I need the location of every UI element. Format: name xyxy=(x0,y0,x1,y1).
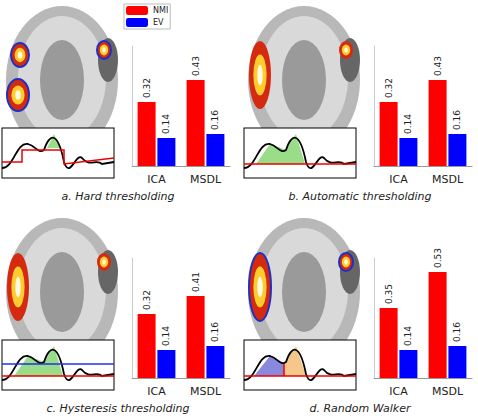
svg-text:ICA: ICA xyxy=(147,385,166,398)
svg-text:0.16: 0.16 xyxy=(210,110,220,130)
html-text:b. Automatic thresholding: b. Automatic thresholding xyxy=(288,190,432,203)
svg-text:0.43: 0.43 xyxy=(191,56,201,76)
svg-text:0.53: 0.53 xyxy=(433,248,443,268)
svg-text:0.32: 0.32 xyxy=(142,78,152,98)
svg-text:0.43: 0.43 xyxy=(433,56,443,76)
svg-text:0.16: 0.16 xyxy=(210,322,220,342)
svg-text:EV: EV xyxy=(153,18,164,27)
svg-text:0.32: 0.32 xyxy=(384,78,394,98)
svg-text:0.32: 0.32 xyxy=(142,290,152,310)
svg-text:0.14: 0.14 xyxy=(161,114,171,134)
svg-text:0.41: 0.41 xyxy=(191,272,201,292)
html-text:a. Hard thresholding: a. Hard thresholding xyxy=(61,190,175,203)
svg-text:0.16: 0.16 xyxy=(452,110,462,130)
html-text:d. Random Walker: d. Random Walker xyxy=(309,402,411,415)
svg-text:0.14: 0.14 xyxy=(403,114,413,134)
svg-text:MSDL: MSDL xyxy=(432,385,464,398)
svg-text:ICA: ICA xyxy=(147,173,166,186)
svg-text:ICA: ICA xyxy=(389,385,408,398)
svg-text:MSDL: MSDL xyxy=(432,173,464,186)
svg-text:ICA: ICA xyxy=(389,173,408,186)
svg-text:0.14: 0.14 xyxy=(161,326,171,346)
svg-text:NMI: NMI xyxy=(153,6,168,15)
svg-text:MSDL: MSDL xyxy=(190,173,222,186)
svg-text:0.16: 0.16 xyxy=(452,322,462,342)
svg-text:MSDL: MSDL xyxy=(190,385,222,398)
svg-text:0.35: 0.35 xyxy=(384,284,394,304)
html-text:c. Hysteresis thresholding: c. Hysteresis thresholding xyxy=(46,402,190,415)
svg-text:0.14: 0.14 xyxy=(403,326,413,346)
